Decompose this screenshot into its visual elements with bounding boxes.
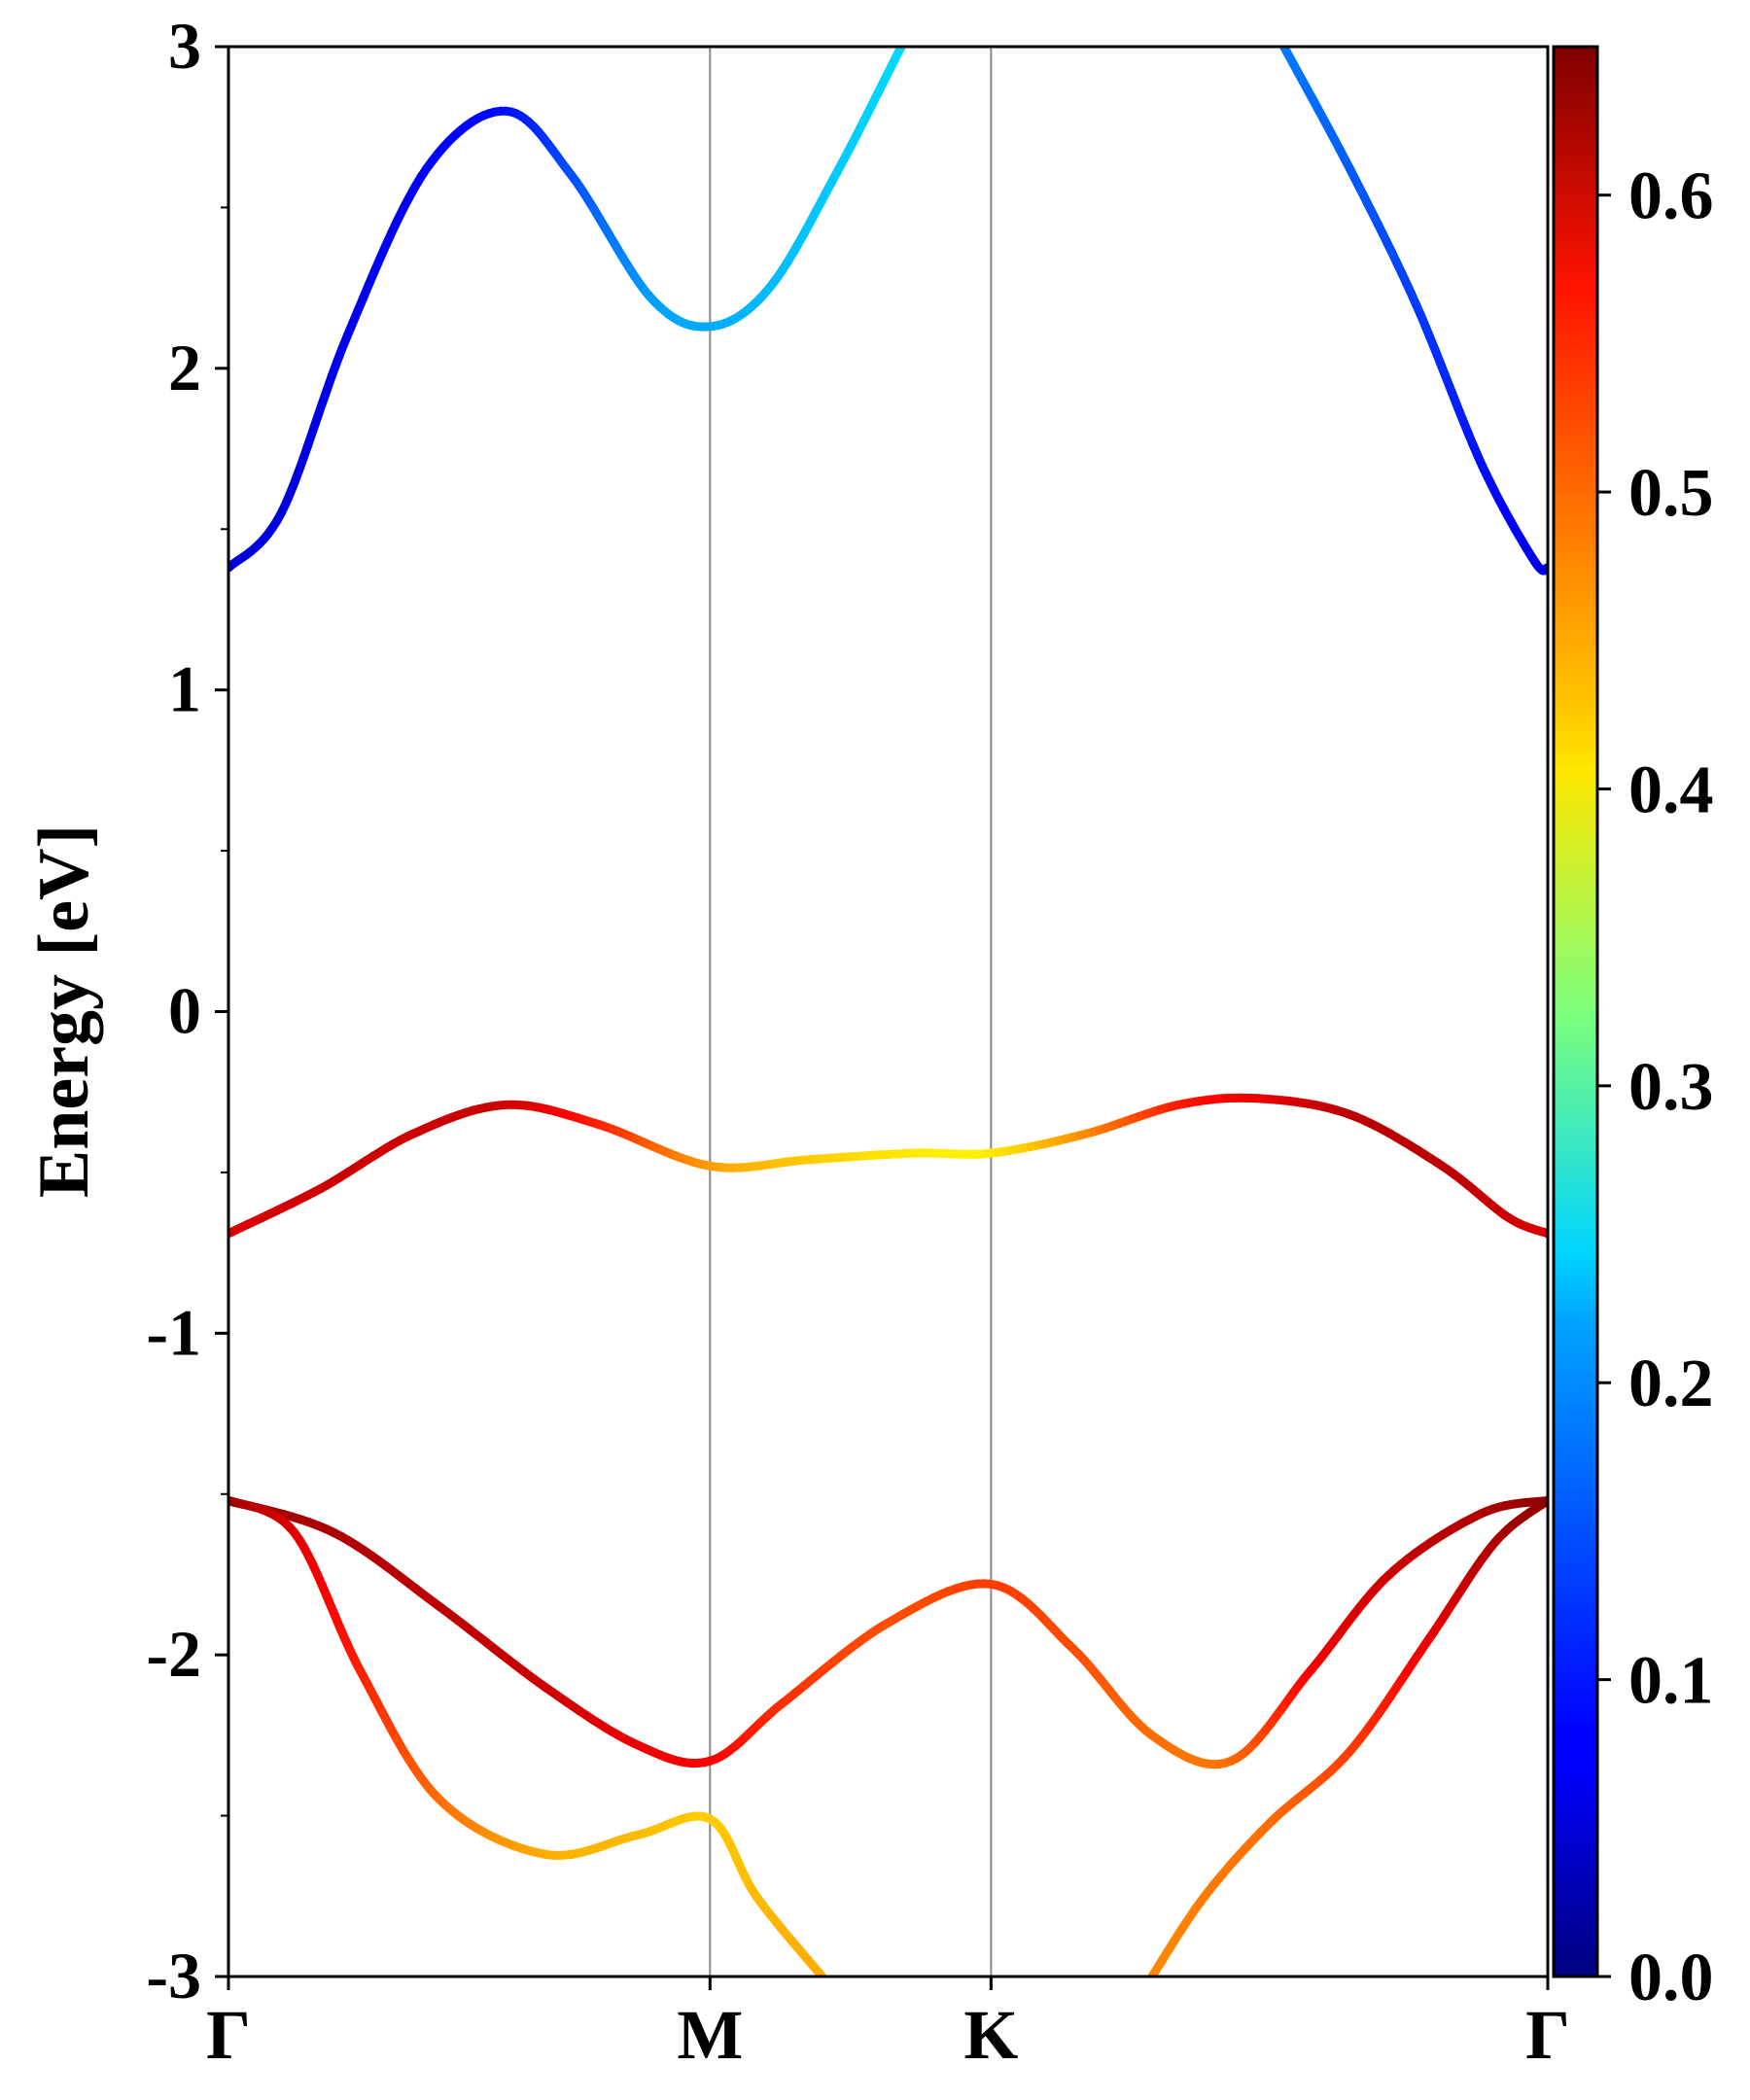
y-tick-label: -1 bbox=[146, 1295, 201, 1369]
band-3 bbox=[228, 1093, 1548, 1239]
colorbar-ticks: 0.0 0.1 0.2 0.3 0.4 0.5 0.6 bbox=[1597, 159, 1714, 2015]
band-lines bbox=[228, 47, 1548, 1977]
kpoint-label-1: M bbox=[677, 1996, 743, 2074]
colorbar-tick-label: 0.1 bbox=[1628, 1644, 1714, 1719]
band-1 bbox=[228, 47, 906, 573]
y-tick-label: 2 bbox=[168, 331, 201, 404]
y-tick-label: 3 bbox=[168, 9, 201, 83]
high-symmetry-lines bbox=[709, 47, 993, 1977]
colorbar-tick-label: 0.3 bbox=[1628, 1050, 1714, 1125]
colorbar-tick-label: 0.6 bbox=[1628, 159, 1714, 234]
colorbar-tick-label: 0.4 bbox=[1628, 752, 1714, 827]
y-tick-label: 0 bbox=[168, 974, 201, 1048]
kpoint-label-3: Γ bbox=[1525, 1996, 1570, 2074]
y-tick-label: -3 bbox=[146, 1939, 201, 2012]
y-tick-label: -2 bbox=[146, 1617, 201, 1691]
band-4 bbox=[228, 1495, 1548, 1769]
colorbar-tick-label: 0.0 bbox=[1628, 1941, 1714, 2015]
y-axis-label: Energy [eV] bbox=[24, 824, 104, 1198]
band-5 bbox=[228, 1495, 827, 1977]
colorbar-gradient bbox=[1552, 45, 1599, 1978]
plot-frame bbox=[227, 45, 1550, 1978]
y-tick-label: 1 bbox=[168, 652, 201, 726]
band-6 bbox=[1147, 1495, 1548, 1977]
colorbar-tick-label: 0.2 bbox=[1628, 1347, 1714, 1421]
kpoint-label-2: K bbox=[963, 1996, 1018, 2074]
kpoint-label-0: Γ bbox=[206, 1996, 251, 2074]
band-2 bbox=[1279, 47, 1548, 576]
colorbar-tick-label: 0.5 bbox=[1628, 456, 1714, 531]
colorbar: 0.0 0.1 0.2 0.3 0.4 0.5 0.6 bbox=[1552, 45, 1714, 2015]
y-axis-ticks: 3 2 1 0 -1 -2 -3 bbox=[146, 9, 228, 2012]
